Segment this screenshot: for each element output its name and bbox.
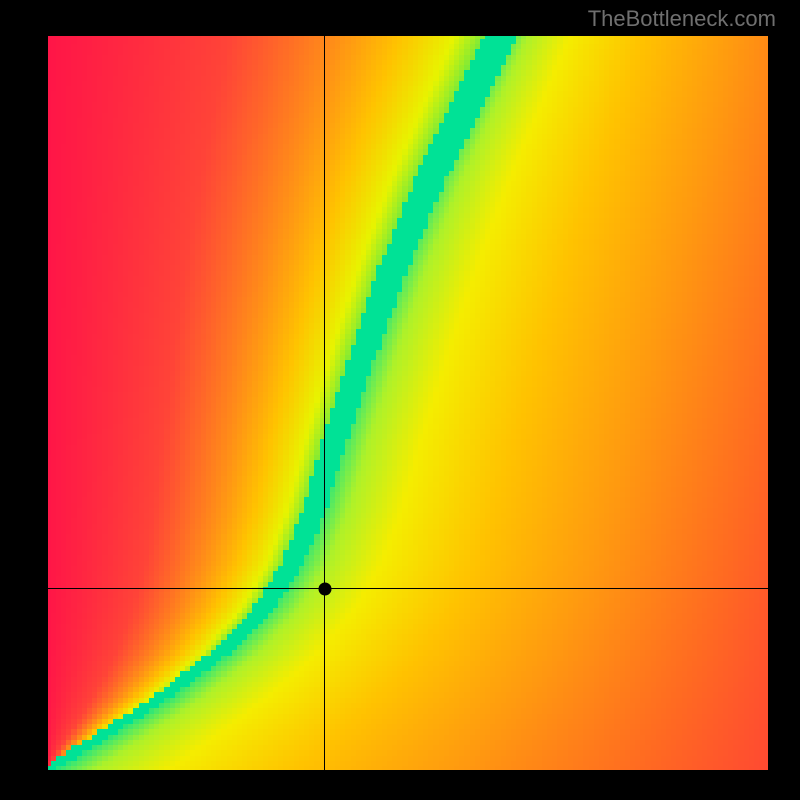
- crosshair-horizontal: [46, 588, 770, 589]
- heatmap-canvas: [46, 34, 770, 772]
- crosshair-vertical: [324, 34, 325, 772]
- data-point-marker: [318, 582, 331, 595]
- attribution-text: TheBottleneck.com: [588, 6, 776, 32]
- heatmap-plot: [46, 34, 770, 772]
- chart-container: TheBottleneck.com: [0, 0, 800, 800]
